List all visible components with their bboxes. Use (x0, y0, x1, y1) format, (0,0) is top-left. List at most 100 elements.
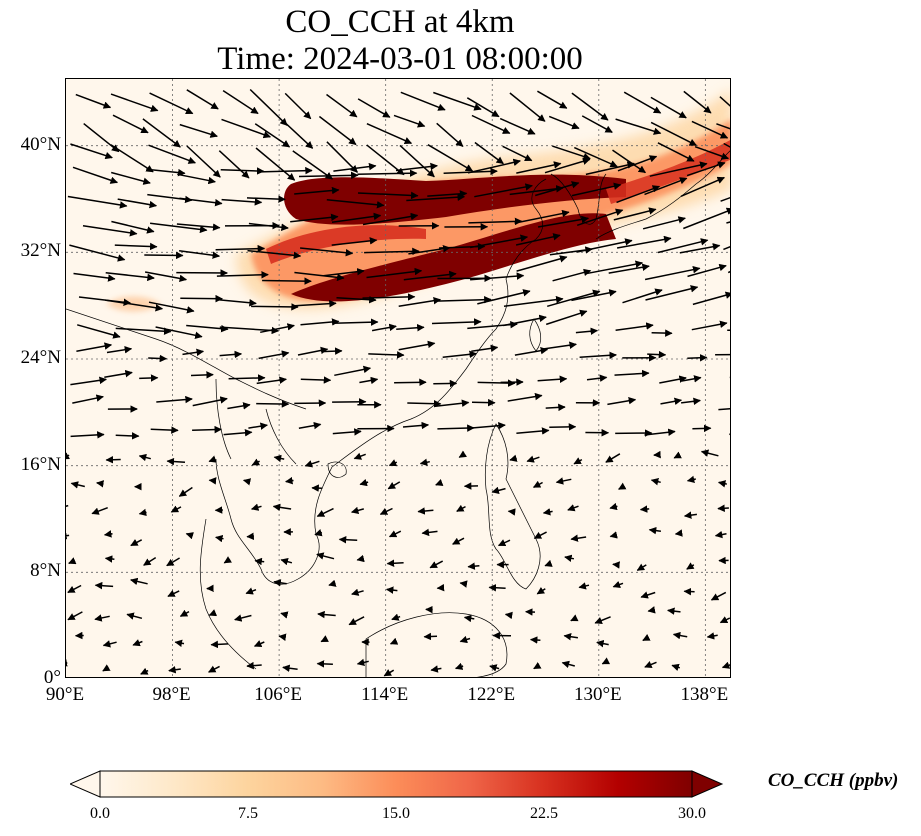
wind-arrow (720, 196, 730, 202)
wind-arrow (544, 559, 553, 567)
wind-arrow (541, 341, 577, 350)
wind-arrow (168, 666, 181, 674)
wind-arrow (514, 209, 570, 224)
wind-arrow (336, 295, 377, 304)
wind-arrow (584, 260, 644, 275)
wind-arrow (546, 289, 601, 308)
wind-arrow (394, 378, 427, 387)
wind-arrow (249, 88, 288, 126)
wind-arrow (616, 235, 672, 249)
wind-arrow (140, 667, 149, 675)
wind-arrow (601, 657, 611, 665)
wind-arrow (368, 351, 405, 359)
colorbar-label: CO_CCH (ppbv) (768, 770, 899, 791)
wind-arrow (186, 324, 229, 333)
wind-arrow (130, 577, 148, 586)
wind-arrow (648, 526, 662, 535)
wind-arrow (398, 340, 436, 351)
wind-arrow (680, 176, 725, 197)
wind-arrow (262, 277, 312, 285)
wind-arrow (192, 396, 228, 407)
wind-arrow (228, 374, 266, 382)
wind-arrow (674, 529, 683, 537)
indochina-coast (215, 458, 333, 585)
wind-arrow (576, 208, 624, 227)
wind-arrow (144, 271, 188, 283)
wind-arrow (636, 563, 647, 571)
wind-arrow (280, 611, 289, 619)
wind-arrow (615, 322, 654, 332)
wind-arrow (667, 607, 681, 615)
wind-arrow (723, 246, 730, 251)
wind-arrow (427, 144, 474, 172)
wind-arrow (210, 640, 229, 649)
country-border-1 (66, 308, 307, 410)
wind-arrow (73, 272, 116, 282)
wind-arrow (683, 90, 712, 114)
wind-arrow (178, 486, 193, 497)
wind-arrow (573, 457, 583, 465)
lat-tick-label: 32°N (20, 240, 61, 262)
lat-tick-label: 0° (43, 667, 61, 688)
wind-arrow (607, 397, 637, 406)
country-border-3 (265, 408, 297, 465)
wind-arrow (186, 89, 219, 110)
wind-arrow (706, 632, 718, 640)
wind-arrow (686, 562, 695, 570)
wind-arrow (431, 318, 482, 326)
wind-arrow (613, 207, 657, 221)
wind-arrow (429, 560, 444, 569)
wind-arrow (537, 90, 568, 109)
wind-arrow (647, 606, 656, 614)
wind-arrow (186, 145, 221, 178)
wind-arrow (507, 392, 543, 402)
wind-arrow (393, 114, 426, 128)
wind-arrow (366, 123, 413, 145)
wind-arrow (474, 141, 504, 165)
wind-arrow (321, 347, 343, 355)
wind-arrow (489, 664, 500, 672)
wind-arrow (542, 508, 553, 516)
wind-arrow (326, 141, 358, 173)
wind-arrow (544, 157, 591, 174)
wind-arrow (218, 150, 250, 179)
wind-arrow (726, 221, 730, 224)
wind-arrow (148, 144, 197, 164)
wind-arrow (471, 114, 511, 134)
wind-arrow (300, 376, 332, 384)
wind-arrow (442, 350, 477, 359)
wind-arrow (570, 614, 579, 622)
wind-arrow (730, 289, 731, 302)
wind-arrow (389, 637, 399, 645)
wind-arrow (657, 142, 695, 162)
wind-arrow (419, 458, 430, 466)
wind-arrow (282, 664, 298, 672)
wind-arrow (545, 309, 588, 326)
wind-arrow (149, 92, 194, 115)
wind-arrow (364, 247, 420, 256)
wind-arrow (437, 424, 475, 432)
wind-arrow (396, 324, 425, 332)
wind-arrow (328, 579, 337, 587)
wind-arrow (683, 511, 697, 519)
wind-arrow (70, 481, 85, 489)
wind-arrow (221, 198, 263, 206)
wind-arrow (421, 528, 438, 537)
malay-peninsula (199, 518, 257, 670)
wind-arrow (456, 504, 466, 512)
wind-arrow (146, 168, 186, 177)
wind-arrow (139, 374, 159, 382)
wind-arrow (222, 89, 259, 115)
wind-arrow (379, 507, 393, 515)
wind-arrow (67, 611, 83, 621)
wind-arrow (76, 342, 113, 352)
wind-arrow (251, 458, 261, 466)
wind-arrow (526, 455, 540, 463)
wind-arrow (388, 459, 398, 467)
wind-arrow (67, 584, 82, 594)
wind-arrow (617, 155, 658, 172)
wind-arrow (509, 185, 564, 196)
colorbar-tick-label: 15.0 (382, 805, 410, 822)
wind-arrow (616, 185, 661, 204)
wind-arrow (254, 123, 291, 148)
